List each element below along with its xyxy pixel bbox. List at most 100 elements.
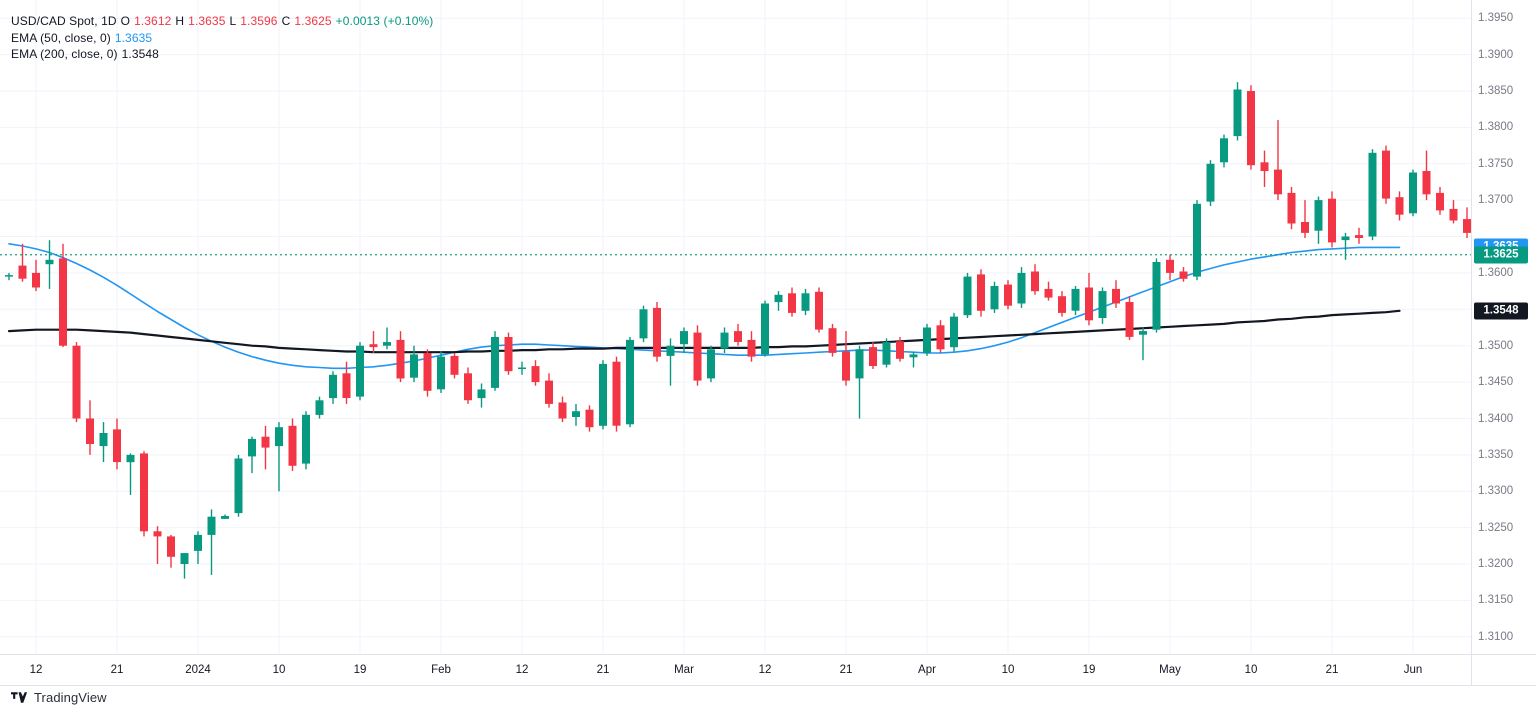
candle (1206, 160, 1215, 206)
time-tick-label: Feb (431, 664, 451, 676)
candle (59, 243, 67, 348)
candle (896, 337, 904, 362)
candle (167, 534, 175, 568)
candle (261, 425, 270, 470)
time-tick-label: Apr (918, 664, 936, 676)
candle (977, 269, 985, 317)
candle (882, 338, 891, 368)
time-tick-label: 10 (1244, 664, 1258, 676)
candle (923, 323, 931, 356)
price-tick-label: 1.3950 (1478, 12, 1514, 25)
candle (329, 371, 337, 404)
time-tick-label: 21 (110, 664, 124, 676)
candle (99, 422, 108, 463)
candle (477, 383, 486, 408)
candle (1004, 280, 1012, 310)
candle (315, 396, 324, 419)
time-tick-label: 21 (839, 664, 853, 676)
price-tick-label: 1.3750 (1478, 157, 1514, 170)
candle (1071, 286, 1080, 316)
tradingview-branding[interactable]: TradingView (11, 690, 107, 705)
candlestick-chart-svg (0, 0, 1471, 654)
candle (1355, 227, 1363, 244)
candle (572, 403, 580, 426)
candle (342, 361, 351, 404)
candle (302, 411, 310, 470)
candle (599, 360, 607, 430)
candle (990, 281, 999, 313)
candle (437, 351, 445, 393)
candle (842, 331, 850, 386)
candle (545, 373, 553, 408)
time-tick-label: 2024 (185, 664, 211, 676)
chart-plot-area[interactable]: USD/CAD Spot, 1D O 1.3612 H 1.3635 L 1.3596 C 1.… (0, 0, 1472, 655)
candle (234, 454, 243, 517)
candle (639, 305, 648, 343)
tradingview-brand-text: TradingView (34, 690, 107, 705)
candle (1368, 149, 1377, 241)
axis-corner (1472, 655, 1536, 686)
time-axis[interactable]: 12 21 2024 10 19 Feb 12 21 Mar 12 21 Apr 10 19 May 10 21… (0, 655, 1472, 686)
candle (369, 331, 378, 353)
candle (653, 302, 661, 362)
price-tick-label: 1.3350 (1478, 448, 1514, 461)
price-tick-label: 1.3200 (1478, 558, 1514, 570)
candle (612, 356, 621, 432)
candle (1449, 200, 1458, 224)
candle (1152, 258, 1161, 333)
candle (585, 405, 594, 432)
price-tick-label: 1.3250 (1478, 521, 1514, 534)
candle (801, 288, 810, 316)
candle (275, 422, 283, 492)
candle (491, 331, 499, 391)
candle (1085, 272, 1093, 326)
price-axis[interactable]: 1.3950 1.3900 1.3850 1.3800 1.3750 1.3700 1.36… (1472, 0, 1536, 655)
candle (1017, 267, 1026, 308)
candle (5, 272, 13, 281)
time-tick-label: 19 (353, 664, 367, 676)
candle (423, 349, 432, 397)
candle (531, 360, 540, 386)
candle (140, 451, 148, 537)
candle (1422, 150, 1431, 201)
price-tick-label: 1.3700 (1478, 194, 1514, 207)
time-tick-label: 12 (758, 664, 772, 676)
price-tick-label: 1.3100 (1478, 630, 1514, 643)
candle (680, 327, 688, 353)
candle (18, 243, 27, 282)
candle (180, 553, 189, 579)
ema200-price-badge[interactable]: 1.3548 (1474, 302, 1528, 320)
candle (464, 367, 472, 404)
candle (1382, 145, 1390, 204)
candle (1044, 281, 1053, 301)
candle (221, 514, 229, 519)
price-tick-label: 1.3400 (1478, 412, 1514, 425)
candle (248, 436, 256, 474)
candle (1274, 120, 1282, 201)
candle (207, 509, 216, 575)
candle (828, 323, 837, 357)
candle (909, 351, 918, 368)
price-tick-label: 1.3800 (1478, 121, 1514, 134)
time-tick-label: 10 (1001, 664, 1015, 676)
price-tick-label: 1.3150 (1478, 594, 1514, 607)
price-tick-label: 1.3850 (1478, 85, 1514, 97)
candle (1395, 191, 1404, 221)
candle (815, 287, 823, 333)
candle (1098, 287, 1107, 324)
candle (1341, 232, 1350, 260)
candle (518, 361, 526, 375)
candle (761, 300, 769, 357)
candle (1112, 280, 1120, 308)
last-price-badge[interactable]: 1.3625 (1474, 246, 1528, 264)
candle (1328, 191, 1336, 248)
candle (855, 345, 864, 419)
price-tick-label: 1.3600 (1478, 266, 1514, 279)
candle (788, 287, 796, 317)
candle (1409, 169, 1417, 217)
candle (1247, 85, 1255, 170)
candle (1220, 134, 1228, 168)
candle (1058, 291, 1066, 317)
candle (747, 331, 756, 362)
candle (558, 396, 567, 423)
